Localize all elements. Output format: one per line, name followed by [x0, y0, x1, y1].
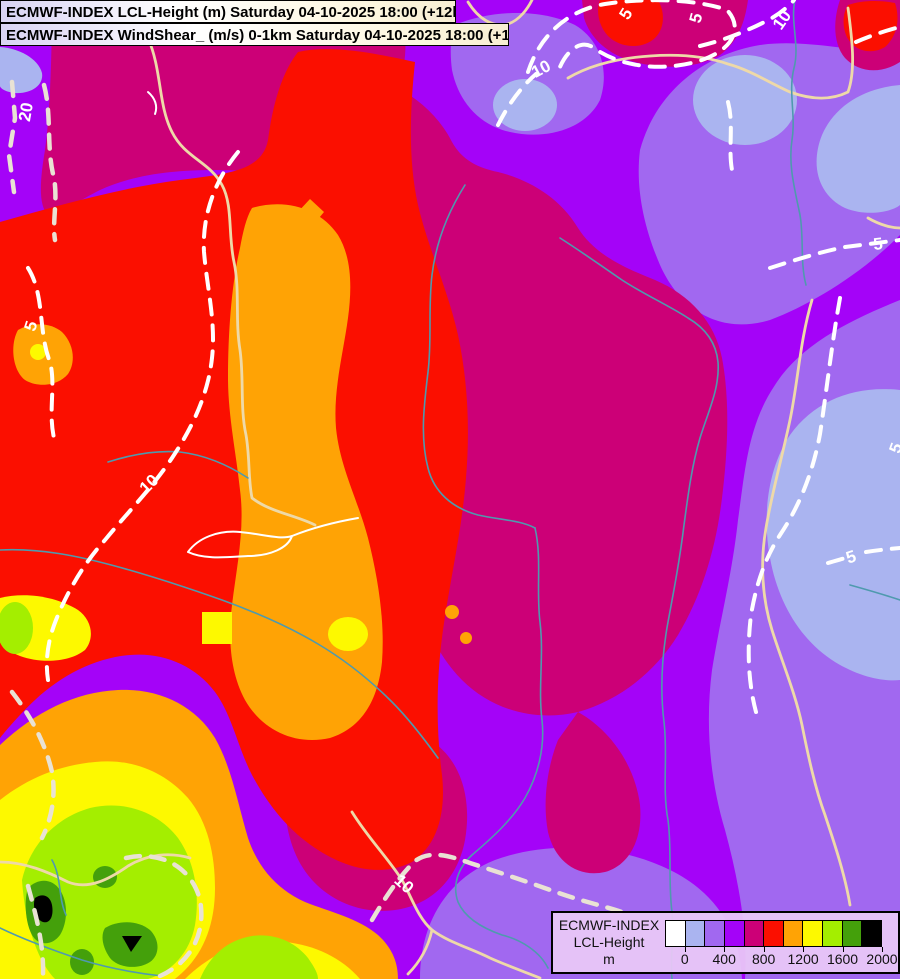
legend-swatch: [862, 920, 882, 946]
legend-tick-value: 800: [751, 950, 776, 967]
legend-tick: [763, 946, 765, 952]
legend-swatch: [724, 920, 745, 946]
legend-swatch: [764, 920, 784, 946]
legend-swatch: [783, 920, 804, 946]
legend-box: ECMWF-INDEX LCL-Height m 0 400 800 1200 1600…: [551, 911, 900, 974]
legend-tick: [724, 946, 726, 952]
legend-title-model: ECMWF-INDEX: [558, 916, 660, 933]
legend-tick-value: 0: [680, 950, 689, 967]
map-windshear-contours-cream: [6, 79, 625, 979]
legend-tick: [882, 946, 883, 952]
legend-swatch: [803, 920, 824, 946]
legend-tick: [842, 946, 844, 952]
legend-swatch: [666, 920, 686, 946]
legend-swatch: [842, 920, 863, 946]
legend-swatch: [685, 920, 706, 946]
legend-color-swatches: [665, 919, 882, 947]
legend-unit: m: [603, 951, 615, 968]
legend-scale: 0 400 800 1200 1600 2000: [665, 918, 898, 968]
windshear-contour-label: 5: [872, 234, 884, 254]
legend-tick: [684, 946, 686, 952]
legend-swatch: [744, 920, 765, 946]
legend-tick: [803, 946, 805, 952]
map-regions-black: [33, 895, 142, 952]
legend-swatch: [705, 920, 725, 946]
map-water-outlines: [147, 91, 359, 559]
map-windshear-contours: [26, 0, 900, 714]
legend-tick-value: 400: [712, 950, 736, 967]
legend-title-parameter: LCL-Height: [573, 933, 645, 950]
map-title-lcl-height: ECMWF-INDEX LCL-Height (m) Saturday 04-1…: [0, 0, 456, 23]
legend-tick-value: 1200: [787, 950, 819, 967]
legend-tick-value: 2000: [866, 950, 898, 967]
map-title-windshear: ECMWF-INDEX WindShear_ (m/s) 0-1km Satur…: [0, 23, 509, 46]
legend-swatch: [823, 920, 843, 946]
windshear-contour-label: 20: [15, 101, 37, 123]
legend-tick-value: 1600: [826, 950, 859, 967]
legend-title: ECMWF-INDEX LCL-Height m: [553, 917, 665, 968]
